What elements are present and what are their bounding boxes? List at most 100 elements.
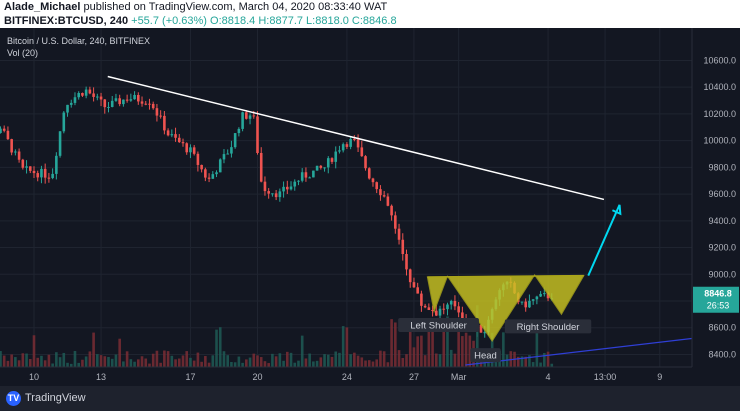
volume-trendline[interactable] xyxy=(465,336,705,366)
last-price-tag[interactable] xyxy=(693,286,739,313)
candle xyxy=(408,269,412,283)
volume-bar xyxy=(248,357,252,367)
candle xyxy=(345,144,349,147)
candle xyxy=(73,97,77,103)
candle xyxy=(386,196,390,206)
volume-bar xyxy=(163,350,166,367)
price-chart[interactable]: Left Shoulder Head Right Shoulder 8400.0 860… xyxy=(0,28,740,386)
annotation-box[interactable] xyxy=(504,319,592,334)
candle xyxy=(457,306,460,313)
volume-bar xyxy=(222,351,226,367)
annotation-box[interactable] xyxy=(470,348,501,363)
resistance-trendline[interactable] xyxy=(107,75,605,201)
author-name[interactable]: Alade_Michael xyxy=(4,1,81,13)
candle xyxy=(267,191,270,194)
volume-bar xyxy=(435,353,438,367)
volume-bar xyxy=(252,353,256,367)
volume-bar xyxy=(520,356,524,367)
projection-arrow[interactable] xyxy=(587,204,621,277)
candle xyxy=(308,177,311,179)
volume-bar xyxy=(446,316,449,367)
volume-bar xyxy=(341,326,345,367)
x-tick-label: 17 xyxy=(185,372,195,382)
y-tick-label: 9200.0 xyxy=(708,243,736,253)
volume-bar xyxy=(137,359,140,367)
volume-bar xyxy=(442,325,446,367)
candle xyxy=(423,305,427,308)
volume-bar xyxy=(47,354,51,367)
volume-bar xyxy=(297,360,300,367)
candle xyxy=(539,293,542,297)
candle xyxy=(274,193,278,198)
candle xyxy=(69,102,73,105)
candle xyxy=(438,308,442,316)
volume-bar xyxy=(468,335,472,367)
candle xyxy=(282,186,285,192)
volume-bar xyxy=(55,352,58,367)
volume-bar xyxy=(278,353,282,367)
volume-legend: Vol (20) xyxy=(7,48,39,58)
x-tick-label: 24 xyxy=(342,372,352,382)
time-axis[interactable] xyxy=(0,367,740,386)
volume-bar xyxy=(438,354,442,367)
y-tick-label: 8400.0 xyxy=(708,349,736,359)
candle xyxy=(226,153,229,155)
candle xyxy=(323,167,326,169)
tradingview-logo-icon[interactable]: TV xyxy=(6,391,21,406)
volume-bar xyxy=(394,322,397,367)
volume-bar xyxy=(349,354,352,367)
y-tick-label: 10400.0 xyxy=(703,82,736,92)
candle xyxy=(237,128,241,134)
annotation-box[interactable] xyxy=(398,318,479,333)
candle xyxy=(96,96,99,98)
candle xyxy=(382,195,386,197)
volume-bar xyxy=(196,352,200,367)
candle xyxy=(341,144,345,151)
volume-bar xyxy=(390,319,393,367)
volume-bar xyxy=(550,363,554,367)
volume-bar xyxy=(524,356,527,367)
candle xyxy=(364,156,367,169)
candle xyxy=(159,115,162,117)
candle xyxy=(185,143,189,153)
y-tick-label: 10200.0 xyxy=(703,109,736,119)
candle xyxy=(207,177,211,179)
volume-bar xyxy=(267,363,270,367)
candle xyxy=(297,180,300,182)
volume-bar xyxy=(58,357,62,367)
candle xyxy=(77,92,80,98)
x-tick-label: 20 xyxy=(252,372,262,382)
volume-bar xyxy=(543,352,546,367)
volume-bar xyxy=(40,355,43,367)
plot-area[interactable] xyxy=(0,28,692,367)
volume-bar xyxy=(397,350,401,367)
volume-bar xyxy=(189,357,192,367)
candle xyxy=(151,103,155,109)
candle xyxy=(0,128,2,134)
volume-bar xyxy=(367,360,371,367)
brand-name[interactable]: TradingView xyxy=(25,392,86,404)
volume-bar xyxy=(211,355,215,367)
volume-bar xyxy=(122,361,125,367)
candle xyxy=(435,310,438,316)
y-tick-label: 9800.0 xyxy=(708,162,736,172)
candle xyxy=(312,170,315,178)
volume-bar xyxy=(502,332,505,367)
y-tick-label: 9400.0 xyxy=(708,216,736,226)
candle xyxy=(546,293,550,299)
y-tick-label: 8600.0 xyxy=(708,323,736,333)
volume-bar xyxy=(315,360,319,367)
candle xyxy=(259,152,263,182)
candle xyxy=(174,134,177,138)
volume-bar xyxy=(308,353,311,367)
volume-bar xyxy=(88,351,92,367)
volume-bar xyxy=(457,323,460,367)
volume-bar xyxy=(271,353,274,367)
candle xyxy=(353,138,356,140)
candle xyxy=(218,159,222,173)
neckline[interactable] xyxy=(427,274,584,278)
volume-bar xyxy=(505,354,509,367)
volume-bar xyxy=(151,353,155,367)
y-tick-label: 9600.0 xyxy=(708,189,736,199)
head-shoulders-pattern[interactable] xyxy=(426,274,585,342)
